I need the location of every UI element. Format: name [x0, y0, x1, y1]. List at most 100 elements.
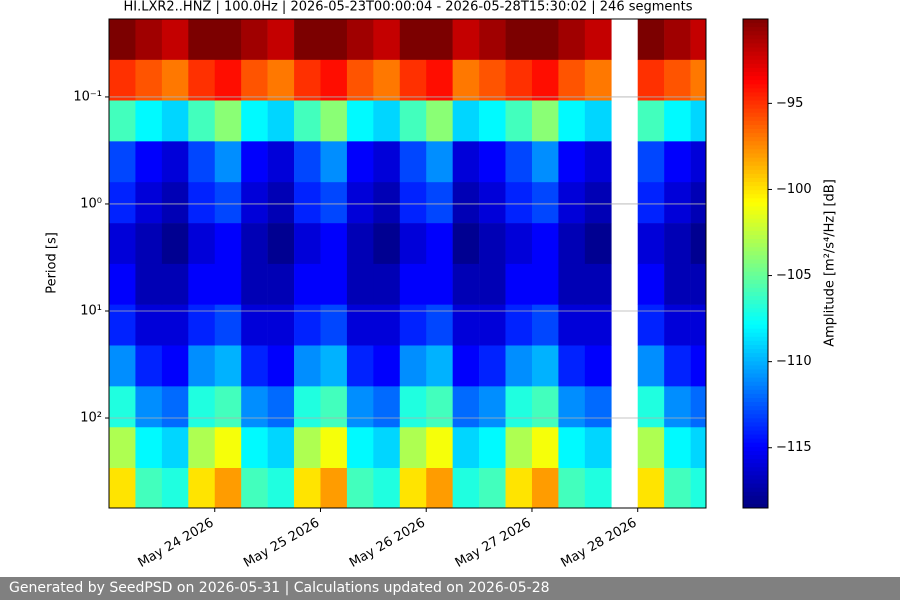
cell: [637, 304, 665, 346]
cell: [637, 223, 665, 265]
cell: [637, 386, 665, 428]
colorbar-step: [743, 479, 768, 485]
cell: [214, 345, 242, 387]
cell: [373, 467, 401, 509]
cell: [373, 141, 401, 183]
cell: [505, 182, 533, 224]
cell: [109, 100, 136, 142]
colorbar-step: [743, 35, 768, 40]
colorbar-step: [743, 206, 768, 212]
cell: [320, 386, 348, 428]
cell: [346, 100, 374, 142]
cell: [584, 304, 612, 346]
colorbar-step: [743, 275, 768, 281]
colorbar-step: [743, 422, 768, 427]
cell: [558, 223, 586, 265]
cell: [267, 141, 295, 183]
colorbar-step: [743, 385, 768, 391]
colorbar-step: [743, 259, 768, 264]
cell: [690, 182, 707, 224]
colorbar-step: [743, 173, 768, 179]
colorbar-step: [743, 418, 768, 423]
cell: [346, 386, 374, 428]
colorbar-step: [743, 332, 768, 338]
cell: [558, 19, 586, 61]
cell: [109, 19, 136, 61]
cell: [664, 100, 691, 142]
cell: [637, 345, 665, 387]
colorbar-step: [743, 169, 768, 175]
cell: [426, 427, 453, 469]
cell: [346, 19, 374, 61]
cell: [426, 100, 453, 142]
x-tick-label: May 28 2026: [559, 516, 640, 571]
colorbar-step: [743, 120, 768, 126]
cell: [452, 304, 480, 346]
chart: HI.LXR2..HNZ | 100.0Hz | 2026-05-23T00:0…: [45, 0, 838, 571]
colorbar-step: [743, 450, 768, 456]
colorbar-step: [743, 71, 768, 77]
cell: [161, 427, 189, 469]
colorbar-step: [743, 129, 768, 134]
cell: [690, 141, 707, 183]
colorbar-step: [743, 243, 768, 248]
colorbar-step: [743, 324, 768, 330]
cell: [320, 263, 348, 305]
cell: [135, 100, 163, 142]
cell: [294, 19, 321, 61]
cell: [135, 386, 163, 428]
colorbar-step: [743, 292, 768, 297]
colorbar-step: [743, 467, 768, 472]
colorbar-step: [743, 471, 768, 476]
cell: [294, 141, 321, 183]
cell: [241, 386, 268, 428]
colorbar-step: [743, 116, 768, 122]
colorbar-step: [743, 27, 768, 32]
cell: [452, 19, 480, 61]
cell: [399, 467, 427, 509]
cell: [664, 345, 691, 387]
cell: [294, 304, 321, 346]
cell: [426, 345, 453, 387]
cell: [558, 100, 586, 142]
cell: [479, 182, 506, 224]
cell: [452, 59, 480, 101]
colorbar-frame: [742, 18, 769, 509]
colorbar-step: [743, 475, 768, 480]
colorbar-step: [743, 23, 768, 28]
cell: [135, 141, 163, 183]
colorbar-step: [743, 55, 768, 61]
colorbar-step: [743, 495, 768, 501]
cell: [346, 141, 374, 183]
cell: [505, 467, 533, 509]
colorbar-step: [743, 455, 768, 460]
colorbar-step: [743, 124, 768, 130]
cell: [267, 19, 295, 61]
colorbar-step: [743, 328, 768, 334]
cell: [664, 19, 691, 61]
colorbar-step: [743, 304, 768, 309]
cell: [161, 100, 189, 142]
cell: [505, 100, 533, 142]
cell: [161, 386, 189, 428]
cell: [320, 427, 348, 469]
footer: Generated by SeedPSD on 2026-05-31 | Cal…: [0, 577, 900, 600]
cell: [505, 427, 533, 469]
cell: [214, 100, 242, 142]
colorbar-step: [743, 137, 768, 142]
x-tick-label: May 24 2026: [136, 516, 217, 571]
cell: [505, 386, 533, 428]
colorbar-step: [743, 165, 768, 171]
colorbar-step: [743, 112, 768, 118]
cell: [161, 467, 189, 509]
colorbar-step: [743, 491, 768, 497]
cell: [426, 59, 453, 101]
cell: [426, 467, 453, 509]
colorbar-step: [743, 133, 768, 138]
cell: [452, 345, 480, 387]
colorbar-step: [743, 145, 768, 150]
colorbar-step: [743, 377, 768, 383]
x-tick-label: May 25 2026: [241, 516, 322, 571]
colorbar-step: [743, 149, 768, 154]
cell: [479, 59, 506, 101]
